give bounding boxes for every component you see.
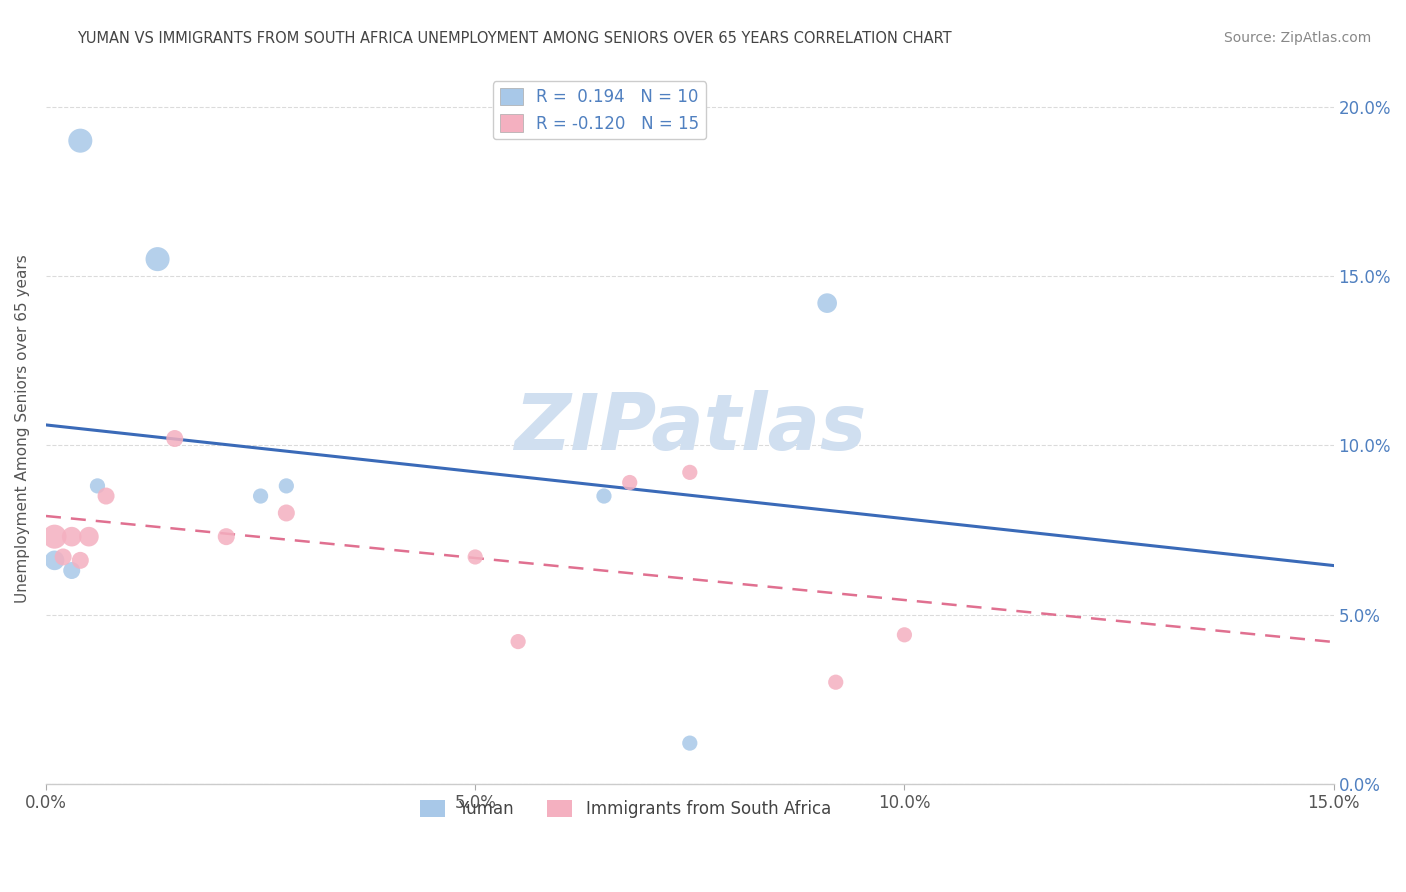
Point bbox=[94, 489, 117, 503]
Y-axis label: Unemployment Among Seniors over 65 years: Unemployment Among Seniors over 65 years bbox=[15, 254, 30, 603]
Point bbox=[146, 252, 169, 267]
Point bbox=[60, 564, 83, 578]
Point bbox=[508, 634, 530, 648]
Point bbox=[824, 675, 846, 690]
Point bbox=[215, 530, 238, 544]
Point bbox=[619, 475, 641, 490]
Point bbox=[44, 553, 66, 567]
Point bbox=[276, 506, 298, 520]
Point bbox=[893, 628, 915, 642]
Point bbox=[52, 549, 75, 564]
Text: ZIPatlas: ZIPatlas bbox=[513, 391, 866, 467]
Point bbox=[679, 736, 702, 750]
Legend: Yuman, Immigrants from South Africa: Yuman, Immigrants from South Africa bbox=[413, 794, 838, 825]
Point bbox=[815, 296, 838, 310]
Point bbox=[249, 489, 271, 503]
Point bbox=[60, 530, 83, 544]
Point bbox=[69, 134, 91, 148]
Point bbox=[86, 479, 108, 493]
Point bbox=[679, 466, 702, 480]
Point bbox=[69, 553, 91, 567]
Point bbox=[276, 479, 298, 493]
Text: YUMAN VS IMMIGRANTS FROM SOUTH AFRICA UNEMPLOYMENT AMONG SENIORS OVER 65 YEARS C: YUMAN VS IMMIGRANTS FROM SOUTH AFRICA UN… bbox=[77, 31, 952, 46]
Point bbox=[44, 530, 66, 544]
Text: Source: ZipAtlas.com: Source: ZipAtlas.com bbox=[1223, 31, 1371, 45]
Point bbox=[464, 549, 486, 564]
Point bbox=[163, 432, 186, 446]
Point bbox=[593, 489, 616, 503]
Point bbox=[77, 530, 100, 544]
